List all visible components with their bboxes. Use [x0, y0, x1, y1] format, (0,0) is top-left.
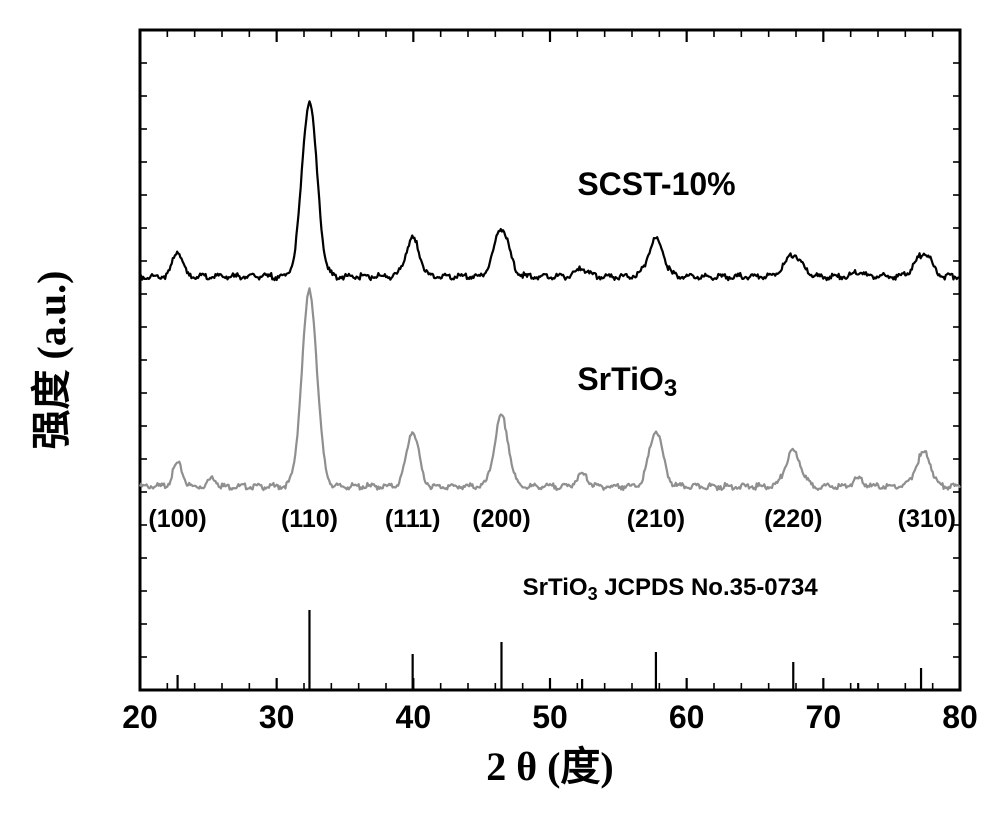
x-tick-label: 60 [669, 699, 705, 735]
miller-index: (310) [898, 505, 956, 533]
miller-index: (100) [148, 505, 206, 533]
x-tick-label: 50 [532, 699, 568, 735]
x-tick-label: 40 [396, 699, 432, 735]
miller-index: (220) [764, 505, 822, 533]
x-tick-label: 20 [122, 699, 158, 735]
series-label: SCST-10% [577, 166, 735, 202]
x-tick-label: 80 [942, 699, 978, 735]
y-axis-label: 强度 (a.u.) [29, 271, 74, 450]
miller-index: (111) [385, 505, 441, 533]
miller-index: (210) [627, 505, 685, 533]
x-axis-label: 2 θ (度) [486, 744, 614, 789]
series-label: SrTiO3 [577, 361, 677, 402]
reference-label: SrTiO3 JCPDS No.35-0734 [523, 574, 819, 604]
miller-index: (110) [281, 505, 338, 533]
miller-index: (200) [472, 505, 530, 533]
chart-svg: 20 30 40 50 60 70 80 2 θ (度) 强度 (a.u.) SrTiO3 JCP… [0, 0, 1000, 827]
x-tick-label: 30 [259, 699, 295, 735]
xrd-chart: 20 30 40 50 60 70 80 2 θ (度) 强度 (a.u.) SrTiO3 JCP… [0, 0, 1000, 827]
x-tick-label: 70 [806, 699, 842, 735]
